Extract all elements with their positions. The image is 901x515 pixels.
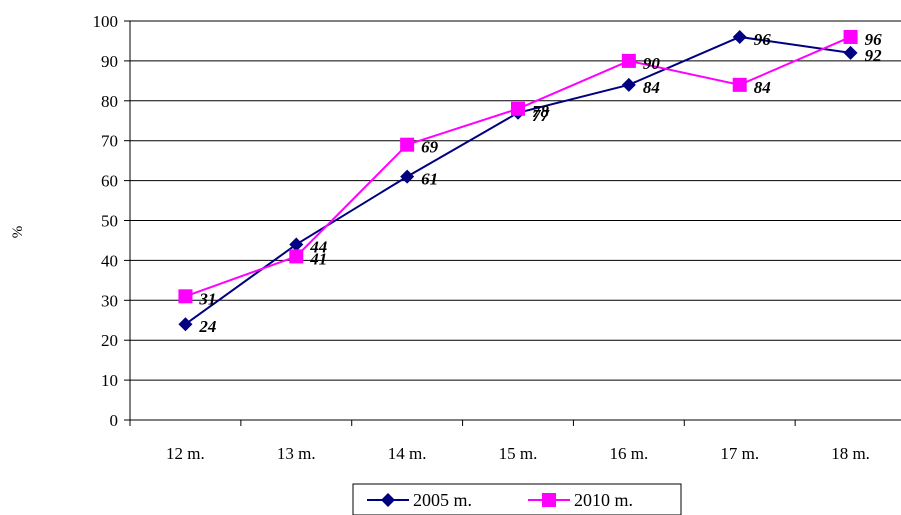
data-label: 77 (532, 106, 551, 125)
series-1 (178, 29, 858, 304)
x-tick-label: 14 m. (388, 444, 427, 463)
gridlines (130, 20, 901, 381)
data-label: 41 (309, 249, 327, 268)
data-label: 92 (865, 46, 883, 65)
y-tick-label: 50 (101, 212, 118, 231)
data-label: 96 (865, 30, 883, 49)
y-tick-label: 60 (101, 172, 118, 191)
legend-label: 2005 m. (413, 490, 472, 510)
x-tick-label: 15 m. (499, 444, 538, 463)
data-point (843, 29, 858, 44)
data-label: 69 (421, 138, 439, 157)
data-label: 44 (309, 237, 327, 256)
series-line (185, 36, 851, 298)
y-tick-label: 100 (93, 12, 119, 31)
data-point (732, 77, 747, 92)
y-tick-label: 10 (101, 371, 118, 390)
legend-label: 2010 m. (574, 490, 633, 510)
data-point (289, 237, 304, 252)
x-tick-labels: 12 m. 13 m. 14 m. 15 m. 16 m. 17 m. 18 m. (166, 444, 870, 463)
data-label: 31 (198, 289, 216, 308)
y-tick-label: 30 (101, 291, 118, 310)
y-tick-label: 90 (101, 52, 118, 71)
data-point (289, 249, 304, 264)
y-tick-label: 80 (101, 92, 118, 111)
data-label: 84 (643, 78, 660, 97)
y-axis-label: % (10, 226, 26, 239)
legend: 2005 m. 2010 m. (352, 483, 682, 515)
data-point (843, 45, 858, 60)
x-tick-label: 17 m. (720, 444, 759, 463)
data-label: 84 (754, 78, 771, 97)
data-label: 96 (754, 30, 772, 49)
data-label: 61 (421, 170, 438, 189)
data-point (732, 29, 747, 44)
data-point (178, 289, 193, 304)
data-label: 90 (643, 54, 661, 73)
y-tick-label: 70 (101, 132, 118, 151)
x-tick-label: 18 m. (831, 444, 870, 463)
series-layer (178, 29, 858, 332)
data-point (511, 101, 525, 116)
data-point (178, 317, 193, 332)
y-tick-label: 0 (110, 411, 119, 430)
legend-marker (381, 493, 395, 507)
x-tick-label: 13 m. (277, 444, 316, 463)
y-tick-label: 20 (101, 331, 118, 350)
data-point (400, 169, 415, 184)
y-tick-label: 40 (101, 251, 118, 270)
legend-marker (542, 493, 556, 507)
axes (124, 20, 901, 426)
data-label: 78 (532, 102, 550, 121)
data-point (400, 137, 415, 152)
x-tick-label: 12 m. (166, 444, 205, 463)
data-point (621, 77, 636, 92)
data-label: 24 (198, 317, 216, 336)
y-tick-labels: 0 10 20 30 40 50 60 70 80 90 100 (93, 12, 119, 430)
data-point (621, 53, 636, 68)
x-tick-label: 16 m. (609, 444, 648, 463)
